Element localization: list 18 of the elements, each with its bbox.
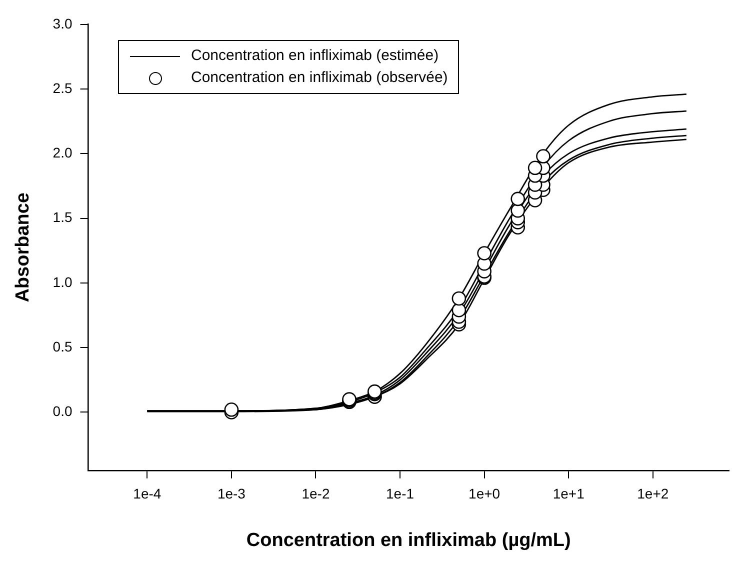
y-tick-label: 2.5 (52, 80, 72, 96)
x-tick-label: 1e-2 (302, 486, 330, 502)
y-tick-label: 1.0 (52, 274, 72, 290)
y-tick-label: 3.0 (52, 15, 72, 32)
x-tick-label: 1e+0 (468, 486, 500, 502)
x-axis-title: Concentration en infliximab (µg/mL) (246, 530, 571, 551)
legend-label: Concentration en infliximab (observée) (191, 68, 448, 88)
y-tick-label: 2.0 (52, 144, 72, 161)
y-tick-label: 0.0 (52, 403, 72, 420)
legend-label: Concentration en infliximab (estimée) (191, 46, 439, 66)
x-tick-label: 1e-3 (217, 486, 246, 502)
x-tick-label: 1e-1 (386, 486, 414, 502)
x-tick-label: 1e+2 (637, 486, 669, 502)
x-tick-label: 1e-4 (133, 486, 162, 502)
y-axis-title: Absorbance (12, 192, 34, 302)
y-tick-label: 1.5 (52, 209, 72, 226)
x-tick-label: 1e+1 (552, 486, 585, 502)
y-tick-label: 0.5 (52, 338, 72, 354)
